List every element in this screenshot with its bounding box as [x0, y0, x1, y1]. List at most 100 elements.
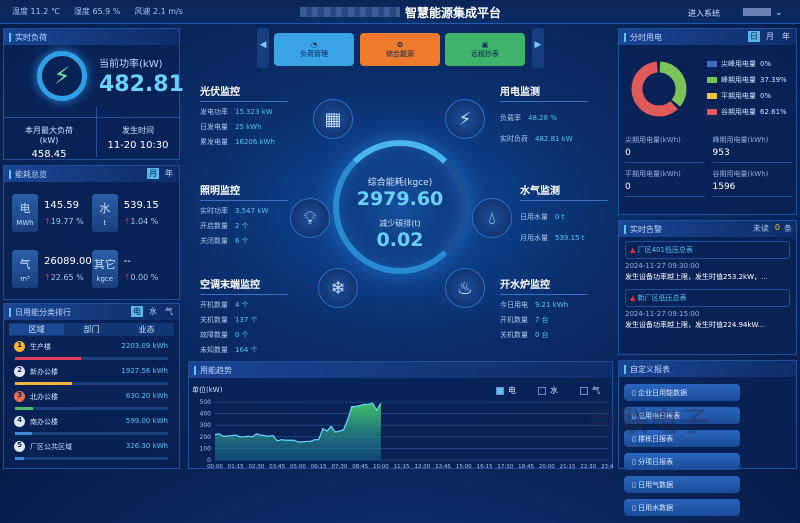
report-button[interactable]: ▯ 楼栋日报表 — [624, 430, 740, 447]
ranking-item[interactable]: 3 北办公楼 630.20 kWh — [12, 389, 171, 414]
report-button[interactable]: ▯ 日用气数据 — [624, 476, 740, 493]
overview-value: 26089.00 — [44, 256, 92, 267]
integrated-energy-button[interactable]: ❂ 综合能源 — [360, 33, 440, 66]
overview-item: 电 MWh 145.59 ↑19.77 % — [12, 194, 92, 232]
light-bulb-icon: 💡︎ — [290, 198, 330, 238]
tou-donut-chart — [631, 61, 687, 117]
ranking-bar — [15, 357, 168, 360]
temperature: 温度 11.2 ℃ — [12, 7, 60, 16]
nav-prev-button[interactable]: ◀ — [257, 28, 269, 68]
tab-electric[interactable]: 电 — [131, 306, 143, 317]
y-tick-label: 200 — [200, 434, 212, 441]
monitor-row: 实时负荷 482.81 kW — [500, 135, 573, 143]
water-boiler-icon: ♨ — [445, 268, 485, 308]
x-tick-label: 22:30 — [580, 464, 596, 470]
remote-meter-button[interactable]: ▣ 远程抄表 — [445, 33, 525, 66]
y-tick-label: 100 — [200, 445, 212, 452]
air-conditioner-icon: ❄ — [318, 268, 358, 308]
y-tick-label: 0 — [207, 457, 211, 464]
power-label: 当前功率(kW) — [99, 59, 163, 70]
load-management-button[interactable]: ◔ 负荷管理 — [274, 33, 354, 66]
x-tick-label: 02:30 — [249, 464, 265, 470]
monitor-row: 今日用电 9.21 kWh — [500, 301, 569, 309]
tab-day[interactable]: 日 — [748, 31, 760, 42]
x-tick-label: 07:30 — [331, 464, 347, 470]
panel-title: 用能趋势 — [189, 362, 612, 378]
tab-year[interactable]: 年 — [782, 32, 790, 41]
x-tick-label: 17:30 — [497, 464, 513, 470]
legend-item: 峰期用电量 37.39% — [707, 75, 787, 85]
arrow-up-icon: ↑ — [44, 273, 51, 282]
daily-ranking-panel: 日用能分类排行 电水气 区域 部门 业态 1 生产楼 2203.09 kWh 2… — [3, 303, 180, 469]
legend-item: 尖峰用电量 0% — [707, 59, 787, 69]
subtab-business[interactable]: 业态 — [138, 325, 155, 334]
document-icon: ▯ — [632, 458, 636, 466]
legend-toggle[interactable]: 电 — [496, 385, 516, 396]
weather-bar: 温度 11.2 ℃ 湿度 65.9 % 风速 2.1 m/s — [12, 6, 183, 17]
alarm-item[interactable]: ▲ 厂区401低压总表 2024-11-27 09:30:00 发生设备功率越上限，… — [625, 241, 790, 282]
report-button[interactable]: ▯ 总用电日报表 — [624, 407, 740, 424]
humidity: 湿度 65.9 % — [73, 7, 121, 16]
x-tick-label: 21:15 — [560, 464, 576, 470]
tab-month[interactable]: 月 — [147, 168, 159, 179]
monitor-row: 故障数量 0 个 — [200, 331, 249, 339]
document-icon: ▯ — [632, 389, 636, 397]
tou-stat: 平期用电量(kWh) 0 — [625, 169, 705, 197]
energy-label: 综合能耗(kgce) — [367, 178, 433, 188]
tab-gas[interactable]: 气 — [165, 307, 173, 316]
x-tick-label: 15:00 — [456, 464, 472, 470]
time-of-use-panel: 分时用电 日月年 尖峰用电量 0% 峰期用电量 37.39% 平期用电量 0% 谷期用电量 6… — [618, 28, 797, 215]
monitor-row: 关闭数量 6 个 — [200, 237, 249, 245]
ranking-item[interactable]: 5 厂区公共区域 326.30 kWh — [12, 439, 171, 464]
ranking-item[interactable]: 4 南办公楼 599.00 kWh — [12, 414, 171, 439]
legend-toggle[interactable]: 水 — [538, 385, 558, 396]
legend-toggle[interactable]: 气 — [580, 385, 600, 396]
area-fill — [215, 403, 381, 460]
chevron-down-icon: ⌄ — [775, 8, 783, 18]
report-button[interactable]: ▯ 日用水数据 — [624, 499, 740, 516]
alarm-item[interactable]: ▲ 新厂区低压总表 2024-11-27 09:15:00 发生设备功率越上限，发生… — [625, 289, 790, 330]
ac-monitor: 空调末端监控 开机数量 4 个关机数量 137 个故障数量 0 个未知数量 164 个 — [200, 276, 288, 360]
subtab-area[interactable]: 区域 — [9, 324, 64, 335]
tab-year[interactable]: 年 — [165, 169, 173, 178]
panel-title: 实时负荷 — [4, 29, 179, 45]
x-tick-label: 06:15 — [311, 464, 327, 470]
realtime-load-panel: 实时负荷 ⚡ 当前功率(kW) 482.81 本月最大负荷(kW) 458.45 … — [3, 28, 184, 160]
tab-month[interactable]: 月 — [766, 32, 774, 41]
x-tick-label: 23:45 — [601, 464, 614, 470]
user-name-blurred — [743, 8, 771, 16]
x-tick-label: 05:00 — [290, 464, 306, 470]
boiler-monitor: 开水炉监控 今日用电 9.21 kWh 开机数量 7 台关机数量 0 台 — [500, 276, 588, 345]
nav-next-button[interactable]: ▶ — [532, 28, 544, 68]
overview-item: 其它 kgce -- ↑0.00 % — [91, 250, 171, 288]
ranking-item[interactable]: 2 新办公楼 1927.56 kWh — [12, 364, 171, 389]
user-menu[interactable]: ⌄ — [743, 8, 783, 18]
donut-slice — [631, 61, 678, 117]
monitor-row: 关机数量 0 台 — [500, 331, 549, 339]
trend-chart: 0 100 200 300 400 500 00:00 01:15 02:30 03:45 05:0… — [200, 399, 614, 470]
enter-system-link[interactable]: 进入系统 — [688, 9, 720, 18]
tab-water[interactable]: 水 — [149, 307, 157, 316]
ranking-name: 新办公楼 — [30, 368, 58, 376]
current-power: 482.81 — [99, 72, 184, 97]
overview-value: 145.59 — [44, 200, 79, 211]
x-tick-label: 18:45 — [518, 464, 534, 470]
rank-badge-icon: 5 — [14, 441, 25, 452]
ranking-item[interactable]: 1 生产楼 2203.09 kWh — [12, 339, 171, 364]
subtab-department[interactable]: 部门 — [83, 325, 100, 334]
watermark: 新联电子 — [590, 405, 711, 438]
report-button[interactable]: ▯ 企业日用能数据 — [624, 384, 740, 401]
report-button[interactable]: ▯ 分项日报表 — [624, 453, 740, 470]
pv-monitor: 光伏监控 发电功率 15.323 kW 日发电量 25 kWh 累发电量 16206 kWh — [200, 83, 288, 152]
arrow-up-icon: ↑ — [123, 217, 131, 226]
ranking-bar — [15, 407, 168, 410]
panel-title: 实时告警 — [630, 224, 662, 234]
monitor-row: 开启数量 2 个 — [200, 222, 249, 230]
x-tick-label: 16:15 — [477, 464, 493, 470]
ranking-bar — [15, 432, 168, 435]
gauge-icon: ◔ — [310, 40, 318, 49]
document-icon: ▯ — [632, 504, 636, 512]
water-drop-icon: 💧︎ — [472, 198, 512, 238]
arrow-up-icon: ↑ — [123, 273, 131, 282]
overview-change: ↑1.04 % — [123, 217, 159, 226]
